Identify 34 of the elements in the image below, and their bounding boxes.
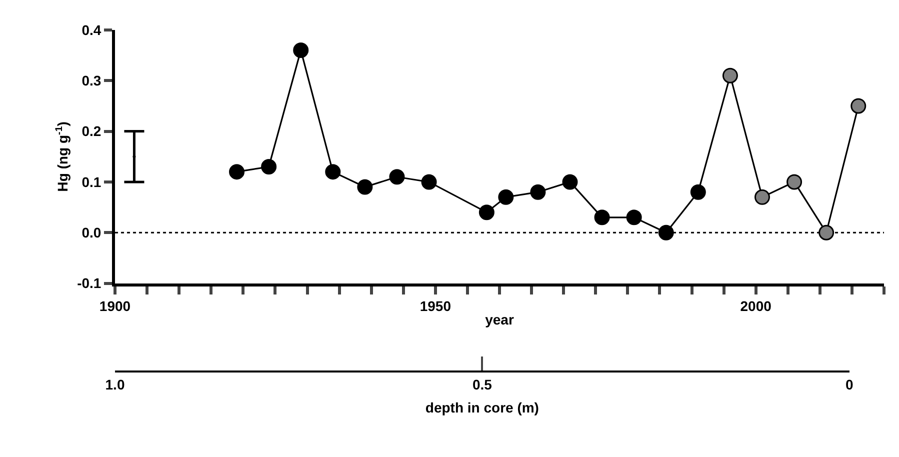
point: [389, 169, 405, 185]
point: [357, 179, 373, 195]
point: [818, 224, 834, 240]
x-tick-label: 1950: [420, 298, 452, 314]
x-tick-label: 1900: [99, 298, 131, 314]
point: [690, 184, 706, 200]
y-tick-label: 0.0: [82, 224, 102, 241]
x-axis-title: year: [485, 311, 514, 328]
point: [498, 189, 514, 205]
point: [658, 224, 674, 240]
x-tick-label: 2000: [740, 298, 772, 314]
point: [786, 174, 802, 190]
y-tick-label: 0.3: [82, 72, 102, 89]
point: [325, 164, 341, 180]
point: [261, 159, 277, 175]
point: [850, 98, 866, 114]
point: [293, 42, 309, 58]
point: [530, 184, 546, 200]
y-tick-label: 0.2: [82, 123, 102, 140]
point: [478, 204, 494, 220]
x2-tick-label: 0: [846, 376, 854, 392]
point: [626, 210, 642, 226]
x2-tick-label: 1.0: [105, 376, 125, 392]
y-tick-label: 0.4: [82, 22, 102, 38]
y-tick-label: -0.1: [77, 275, 102, 292]
point: [421, 174, 437, 190]
point: [722, 68, 738, 84]
point: [229, 164, 245, 180]
point: [754, 189, 770, 205]
point: [562, 174, 578, 190]
x2-axis-title: depth in core (m): [425, 399, 539, 416]
x2-tick-label: 0.5: [472, 376, 492, 392]
point: [594, 210, 610, 226]
y-tick-label: 0.1: [82, 174, 102, 190]
